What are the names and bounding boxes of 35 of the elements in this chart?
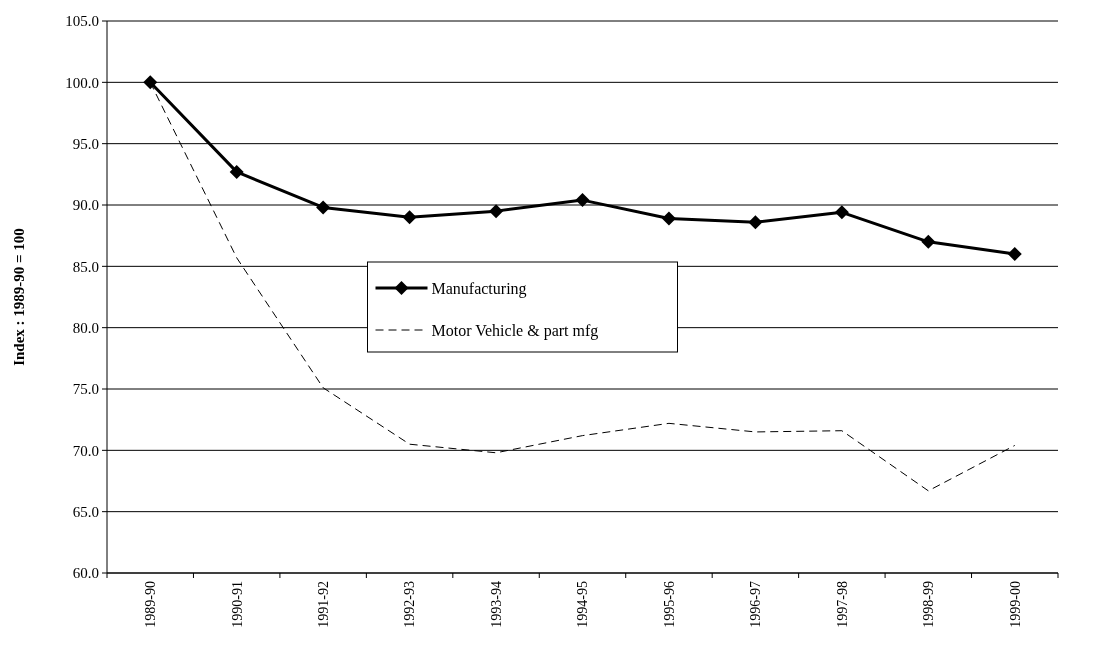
point	[489, 204, 504, 219]
y-tick-label: 105.0	[65, 13, 99, 30]
point	[1007, 247, 1022, 262]
y-tick-label: 70.0	[72, 442, 99, 459]
x-tick-label: 1998-99	[921, 581, 937, 628]
point	[748, 215, 763, 230]
x-tick-label: 1995-96	[661, 581, 677, 628]
point	[575, 193, 590, 208]
x-tick-label: 1989-90	[143, 581, 159, 628]
legend-label: Manufacturing	[431, 279, 527, 298]
legend-label: Motor Vehicle & part mfg	[431, 321, 599, 340]
y-tick-label: 100.0	[65, 74, 99, 91]
x-tick-label: 1994-95	[575, 581, 591, 628]
point	[834, 205, 849, 220]
y-tick-label: 95.0	[72, 135, 99, 152]
x-tick-label: 1992-93	[402, 581, 418, 628]
point	[661, 211, 676, 226]
y-axis-title: Index : 1989-90 = 100	[11, 228, 27, 366]
point	[143, 75, 158, 90]
x-tick-label: 1990-91	[229, 581, 245, 628]
y-tick-label: 80.0	[72, 319, 99, 336]
point	[921, 234, 936, 249]
x-tick-label: 1991-92	[316, 581, 332, 628]
x-tick-label: 1999-00	[1007, 581, 1023, 628]
y-tick-label: 60.0	[72, 565, 99, 582]
y-tick-label: 65.0	[72, 503, 99, 520]
x-tick-label: 1993-94	[488, 581, 504, 628]
point	[229, 164, 244, 179]
y-tick-label: 85.0	[72, 258, 99, 275]
point	[316, 200, 331, 215]
y-tick-label: 90.0	[72, 197, 99, 214]
point	[402, 210, 417, 225]
x-tick-label: 1997-98	[834, 581, 850, 628]
x-tick-label: 1996-97	[748, 581, 764, 628]
y-tick-label: 75.0	[72, 381, 99, 398]
